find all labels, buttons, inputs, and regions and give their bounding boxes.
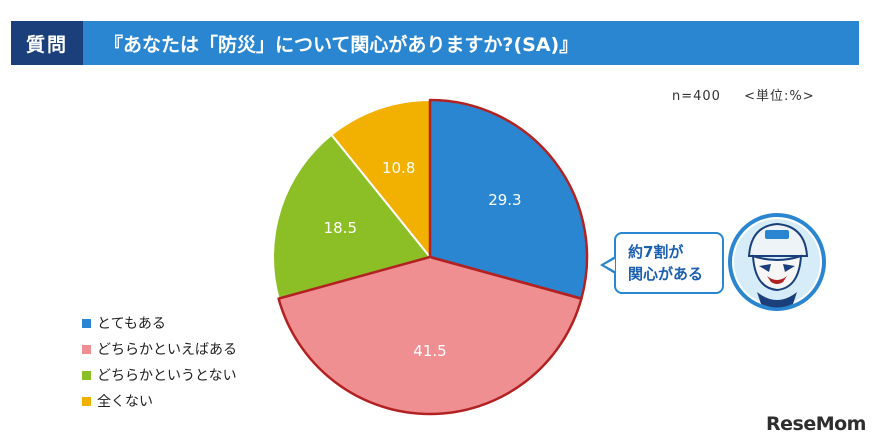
legend-label: とてもある [97, 316, 166, 332]
legend-label: どちらかというとない [97, 368, 237, 384]
legend-item-not-much: どちらかというとない [82, 362, 237, 388]
callout-line-2: 関心がある [628, 265, 704, 283]
slice-not-much [272, 133, 432, 300]
legend-swatch [82, 370, 91, 380]
question-label: 質問 [11, 21, 83, 65]
slice-none [330, 98, 431, 260]
chart-legend: とてもある どちらかといえばある どちらかというとない 全くない [82, 310, 237, 414]
legend-item-none: 全くない [82, 388, 237, 414]
resemom-logo: ReseMom [766, 413, 866, 435]
legend-item-very: とてもある [82, 310, 237, 336]
sample-size: n=400 [672, 89, 721, 104]
legend-swatch [82, 344, 91, 354]
callout-tail-inner [604, 259, 615, 271]
chart-meta: n=400 <単位:%> [672, 85, 833, 104]
data-label: 10.8 [382, 159, 415, 177]
callout-line-1: 約7割が [628, 243, 684, 261]
callout-bubble: 約7割が 関心がある [614, 232, 724, 294]
data-label: 18.5 [324, 219, 357, 237]
legend-label: どちらかといえばある [97, 342, 237, 358]
question-title: 『あなたは「防災」について関心がありますか?(SA)』 [104, 33, 579, 56]
highlight-outline [277, 255, 583, 416]
legend-swatch [82, 318, 91, 328]
header-bar [11, 21, 859, 65]
legend-swatch [82, 396, 91, 406]
data-label: 29.3 [488, 191, 521, 209]
mascot-icon [728, 213, 826, 311]
legend-item-somewhat: どちらかといえばある [82, 336, 237, 362]
highlight-outline [428, 98, 589, 300]
data-label: 41.5 [413, 342, 446, 360]
legend-label: 全くない [97, 394, 153, 410]
unit-label: <単位:%> [744, 89, 815, 104]
